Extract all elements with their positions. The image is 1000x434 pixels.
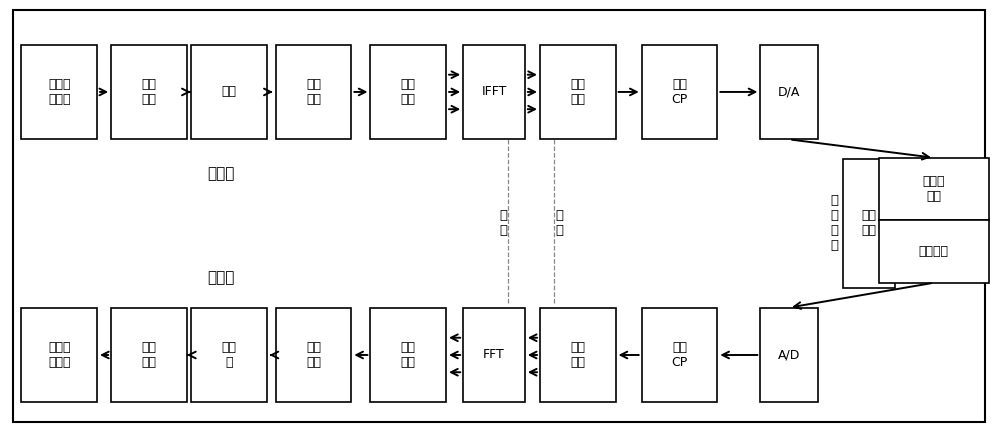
- Text: 串并
转换: 串并 转换: [570, 341, 585, 369]
- Text: 多普勒
影响: 多普勒 影响: [923, 175, 945, 203]
- Text: 插入
CP: 插入 CP: [671, 78, 688, 106]
- Bar: [21, 45, 97, 139]
- Text: A/D: A/D: [778, 349, 800, 362]
- Bar: [540, 45, 616, 139]
- Text: 多途影响: 多途影响: [919, 245, 949, 258]
- Text: 时
域: 时 域: [556, 210, 564, 237]
- Bar: [463, 45, 525, 139]
- Bar: [760, 308, 818, 402]
- Bar: [463, 308, 525, 402]
- Text: 信道
编码: 信道 编码: [141, 78, 156, 106]
- Text: 数字
调制: 数字 调制: [306, 78, 321, 106]
- Bar: [879, 158, 989, 220]
- Text: 数字
解调: 数字 解调: [306, 341, 321, 369]
- Text: 并串
转换: 并串 转换: [570, 78, 585, 106]
- Text: 解交
织: 解交 织: [221, 341, 236, 369]
- Bar: [879, 220, 989, 283]
- Text: IFFT: IFFT: [481, 85, 507, 99]
- Bar: [843, 159, 895, 288]
- Text: 水
声
信
道: 水 声 信 道: [830, 194, 838, 253]
- Bar: [276, 308, 351, 402]
- Bar: [642, 308, 717, 402]
- Text: 发送端: 发送端: [207, 166, 234, 181]
- Text: 去除
CP: 去除 CP: [671, 341, 688, 369]
- Bar: [191, 308, 267, 402]
- Text: 信道
译码: 信道 译码: [141, 341, 156, 369]
- Bar: [276, 45, 351, 139]
- Text: FFT: FFT: [483, 349, 505, 362]
- Bar: [191, 45, 267, 139]
- Bar: [111, 308, 187, 402]
- Bar: [370, 45, 446, 139]
- Bar: [111, 45, 187, 139]
- Bar: [21, 308, 97, 402]
- Text: 串并
转换: 串并 转换: [401, 78, 416, 106]
- Text: 水下
噪声: 水下 噪声: [861, 210, 876, 237]
- Text: 输出图
像数据: 输出图 像数据: [48, 341, 70, 369]
- Text: 输入图
像数据: 输入图 像数据: [48, 78, 70, 106]
- Text: 交织: 交织: [221, 85, 236, 99]
- Text: 频
域: 频 域: [499, 210, 507, 237]
- Bar: [540, 308, 616, 402]
- Text: 接收端: 接收端: [207, 270, 234, 285]
- Bar: [760, 45, 818, 139]
- Bar: [642, 45, 717, 139]
- Text: D/A: D/A: [778, 85, 800, 99]
- Bar: [370, 308, 446, 402]
- Text: 并串
转换: 并串 转换: [401, 341, 416, 369]
